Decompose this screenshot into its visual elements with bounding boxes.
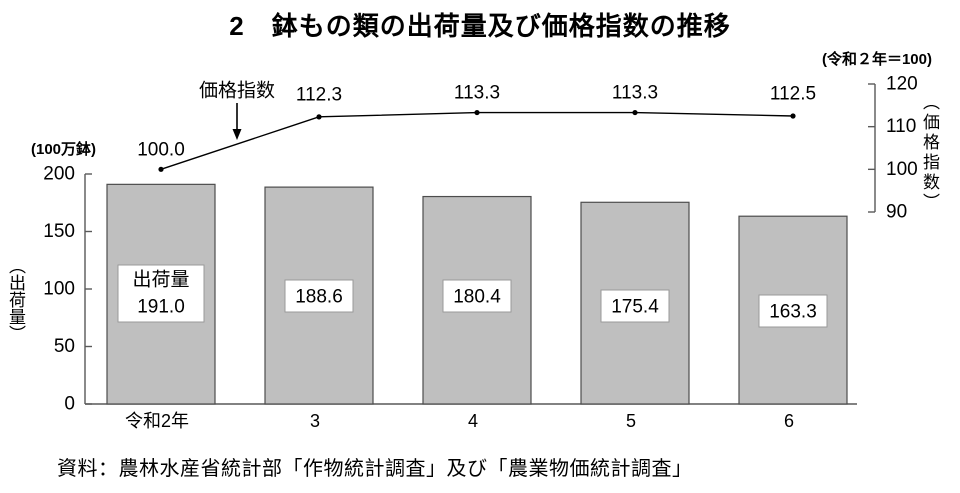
x-axis-category-label: 4: [468, 411, 478, 431]
price-index-value-label: 113.3: [612, 83, 658, 104]
left-axis-unit-label: (100万鉢): [31, 141, 97, 158]
price-index-point: [316, 114, 322, 120]
bar-value-box: [117, 264, 205, 323]
price-index-point: [632, 109, 638, 116]
x-axis-category-label: 5: [626, 411, 636, 431]
price-index-value-label: 112.5: [770, 84, 816, 105]
price-index-series-label: 価格指数: [199, 80, 275, 102]
price-index-line: [160, 111, 794, 170]
x-axis-category-label: 3: [310, 411, 320, 431]
bar-value-box: [284, 279, 354, 313]
bar-value-label: 175.4: [611, 297, 659, 318]
bar-value-box: [442, 279, 512, 313]
bar-value-box: [758, 294, 828, 328]
bar-value-label: 191.0: [137, 297, 185, 318]
right-axis-tick-label: 120: [886, 74, 918, 95]
right-axis-tick-label: 110: [886, 116, 916, 137]
price-index-point: [790, 113, 796, 119]
left-axis-tick-label: 50: [54, 336, 75, 357]
left-axis-tick-label: 0: [64, 394, 75, 415]
price-index-point: [158, 166, 164, 172]
left-axis-tick-label: 150: [43, 221, 75, 242]
right-axis-title: （価格指数）: [920, 93, 939, 213]
price-index-value-label: 112.3: [296, 85, 342, 106]
bar-value-label: 163.3: [769, 302, 817, 323]
right-axis-base-note: (令和２年＝100): [821, 51, 932, 68]
chart-title: 2 鉢もの類の出荷量及び価格指数の推移: [229, 11, 731, 41]
right-axis-tick-label: 90: [886, 202, 907, 223]
left-axis-title: （出荷量）: [6, 257, 25, 342]
x-axis-category-label: 6: [784, 411, 794, 431]
bar-value-label: 180.4: [453, 287, 501, 308]
left-axis-tick-label: 200: [43, 164, 75, 185]
bar-value-box: [600, 289, 670, 323]
bar-value-label: 188.6: [295, 287, 343, 308]
bar-series-name-label: 出荷量: [132, 269, 189, 291]
price-index-value-label: 100.0: [137, 140, 185, 161]
right-axis-tick-label: 100: [886, 159, 918, 180]
source-note: 資料：農林水産省統計部「作物統計調査」及び「農業物価統計調査」: [57, 458, 693, 480]
left-axis-tick-label: 100: [43, 279, 75, 300]
x-axis-category-label: 令和2年: [125, 411, 189, 431]
price-index-point: [474, 109, 480, 116]
annotation-arrow-head-icon: [232, 129, 242, 140]
price-index-value-label: 113.3: [454, 83, 500, 104]
